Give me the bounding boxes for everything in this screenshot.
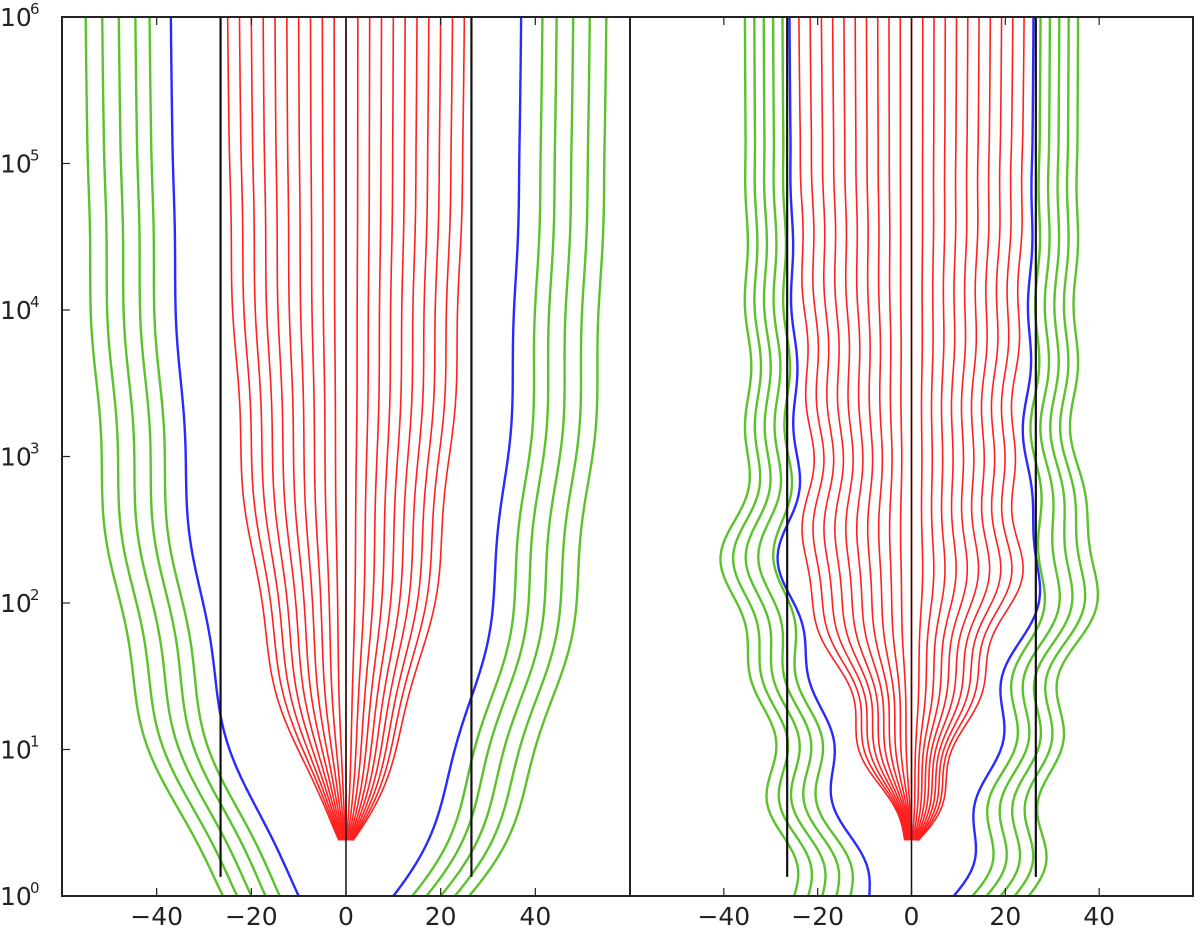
red-field-line	[888, 16, 911, 841]
outer-field-line	[148, 16, 281, 897]
red-field-line	[916, 16, 1003, 841]
y-tick-exponent: 4	[30, 293, 40, 311]
red-field-line	[911, 16, 924, 841]
outer-field-line	[101, 16, 239, 897]
outer-field-line	[719, 16, 800, 897]
x-tick-label: −20	[791, 902, 844, 930]
y-tick-label: 10	[0, 736, 32, 765]
x-tick-label: 40	[519, 902, 551, 930]
x-tick-label: 0	[904, 902, 920, 930]
outer-field-line	[84, 16, 225, 897]
y-tick-label: 10	[0, 150, 32, 179]
outer-field-line	[453, 16, 591, 897]
red-field-line	[348, 16, 395, 841]
red-field-line	[346, 16, 371, 841]
outer-field-line	[744, 16, 827, 897]
red-field-line	[798, 16, 906, 841]
red-field-line	[865, 16, 910, 841]
red-field-line	[831, 16, 908, 841]
red-field-line	[321, 16, 346, 841]
outer-field-line	[1013, 16, 1087, 897]
red-field-line	[262, 16, 342, 841]
red-field-line	[350, 16, 442, 841]
red-field-line	[333, 17, 347, 841]
outer-field-line	[117, 16, 253, 897]
red-field-line	[309, 16, 345, 841]
red-field-line	[876, 16, 911, 841]
y-tick-label: 10	[0, 589, 32, 618]
red-field-line	[345, 17, 359, 841]
x-tick-label: 0	[338, 902, 354, 930]
separatrix-line	[392, 16, 523, 897]
red-field-line	[912, 16, 947, 841]
outer-field-line	[971, 16, 1047, 897]
red-field-line	[854, 16, 909, 841]
red-field-line	[809, 16, 907, 841]
y-tick-exponent: 5	[30, 147, 40, 165]
y-tick-exponent: 3	[30, 440, 40, 458]
outer-field-line	[771, 16, 855, 897]
red-field-line	[347, 16, 383, 841]
red-field-line	[917, 16, 1025, 841]
x-tick-label: −20	[225, 902, 278, 930]
right-panel: −40 −20 0 20 40	[697, 16, 1115, 930]
red-field-line	[843, 16, 909, 841]
x-tick-label: 20	[425, 902, 457, 930]
y-tick-exponent: 2	[30, 586, 40, 604]
red-field-line	[350, 16, 430, 841]
red-field-line	[914, 16, 969, 841]
plot-frame	[61, 16, 1194, 897]
x-tick-label: −40	[697, 902, 750, 930]
red-field-line	[820, 16, 907, 841]
outer-field-line	[985, 16, 1061, 897]
y-tick-exponent: 1	[30, 733, 40, 751]
red-field-line	[899, 16, 912, 841]
separatrix-line	[776, 16, 871, 897]
red-field-line	[914, 16, 980, 841]
outer-field-line	[134, 16, 267, 897]
outer-field-line	[468, 16, 608, 897]
red-field-line	[349, 16, 418, 841]
y-tick-label: 10	[0, 296, 32, 325]
red-field-line	[915, 16, 992, 841]
red-field-line	[274, 16, 343, 841]
red-field-line	[916, 16, 1014, 841]
outer-field-line	[411, 16, 544, 897]
y-tick-exponent: 6	[30, 0, 40, 18]
red-field-line	[250, 16, 342, 841]
red-field-line	[286, 16, 344, 841]
y-tick-exponent: 0	[30, 879, 40, 897]
x-tick-label: 40	[1083, 902, 1115, 930]
red-field-line	[912, 16, 935, 841]
left-panel: −40 −20 0 20 40	[84, 16, 608, 930]
y-tick-label: 10	[0, 882, 32, 911]
outer-field-line	[425, 16, 558, 897]
red-field-line	[352, 16, 466, 841]
red-field-line	[913, 16, 958, 841]
outer-field-line	[1027, 16, 1100, 897]
red-field-line	[297, 16, 344, 841]
separatrix-line	[952, 16, 1042, 897]
outer-field-line	[999, 16, 1074, 897]
outer-field-line	[439, 16, 575, 897]
x-tick-label: 20	[989, 902, 1021, 930]
y-tick-label: 10	[0, 3, 32, 32]
red-field-line	[226, 16, 340, 841]
red-field-line	[348, 16, 406, 841]
red-field-line	[238, 16, 341, 841]
outer-field-line	[757, 16, 841, 897]
y-tick-label: 10	[0, 443, 32, 472]
red-field-line	[351, 16, 454, 841]
separatrix-line	[169, 16, 300, 897]
x-tick-label: −40	[130, 902, 183, 930]
